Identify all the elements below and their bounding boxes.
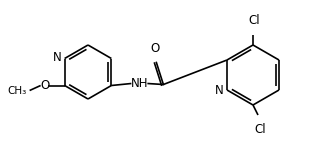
Text: CH₃: CH₃ <box>7 86 27 95</box>
Text: N: N <box>53 51 61 64</box>
Text: NH: NH <box>131 77 148 90</box>
Text: O: O <box>40 79 49 92</box>
Text: O: O <box>151 42 160 55</box>
Text: Cl: Cl <box>254 123 266 136</box>
Text: N: N <box>215 84 224 97</box>
Text: Cl: Cl <box>248 14 260 27</box>
